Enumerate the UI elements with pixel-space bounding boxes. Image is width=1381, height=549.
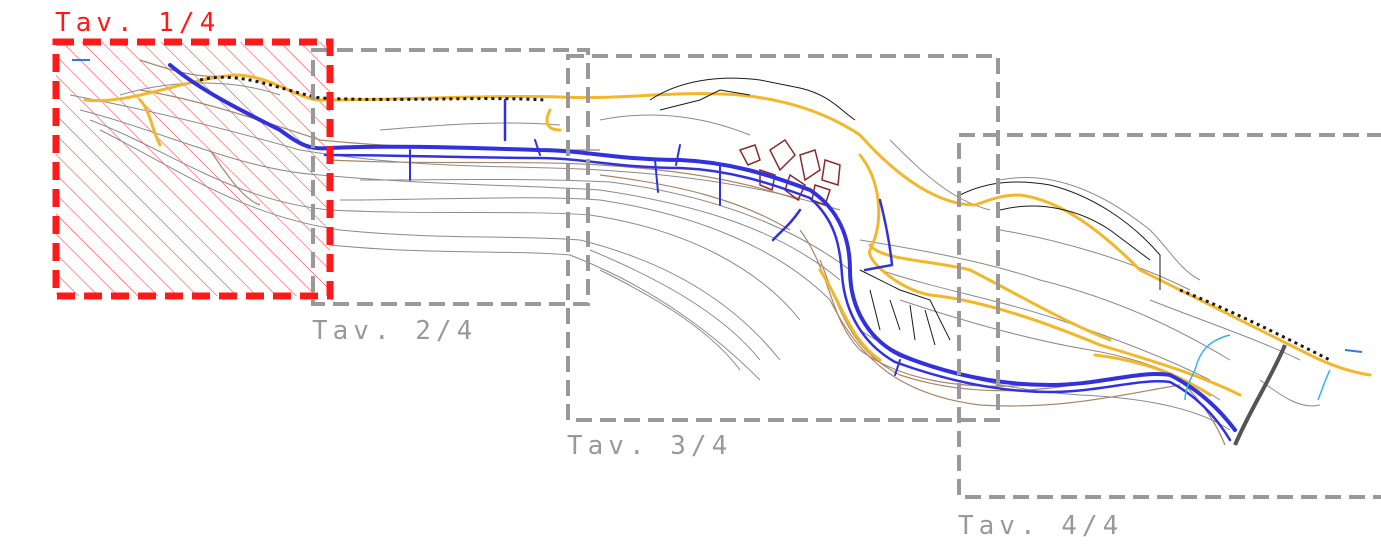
railway <box>199 75 1331 446</box>
building-cluster <box>738 138 841 206</box>
sheet-frame-2[interactable] <box>311 48 590 306</box>
roads <box>83 73 1372 397</box>
arrow-markers <box>72 59 1363 353</box>
sheet-frame-1[interactable] <box>52 38 334 300</box>
streams <box>1184 334 1331 401</box>
sheet-label-3[interactable]: Tav. 3/4 <box>567 431 733 461</box>
river <box>168 63 1237 442</box>
sheet-frame-4[interactable] <box>957 133 1381 499</box>
contour-lines <box>69 82 1321 431</box>
urban-outlines <box>649 77 1161 346</box>
sheet-label-4[interactable]: Tav. 4/4 <box>958 511 1124 541</box>
sheet-label-2[interactable]: Tav. 2/4 <box>312 316 478 346</box>
sheet-label-1[interactable]: Tav. 1/4 <box>55 8 221 38</box>
sheet-frame-3[interactable] <box>566 54 1000 422</box>
